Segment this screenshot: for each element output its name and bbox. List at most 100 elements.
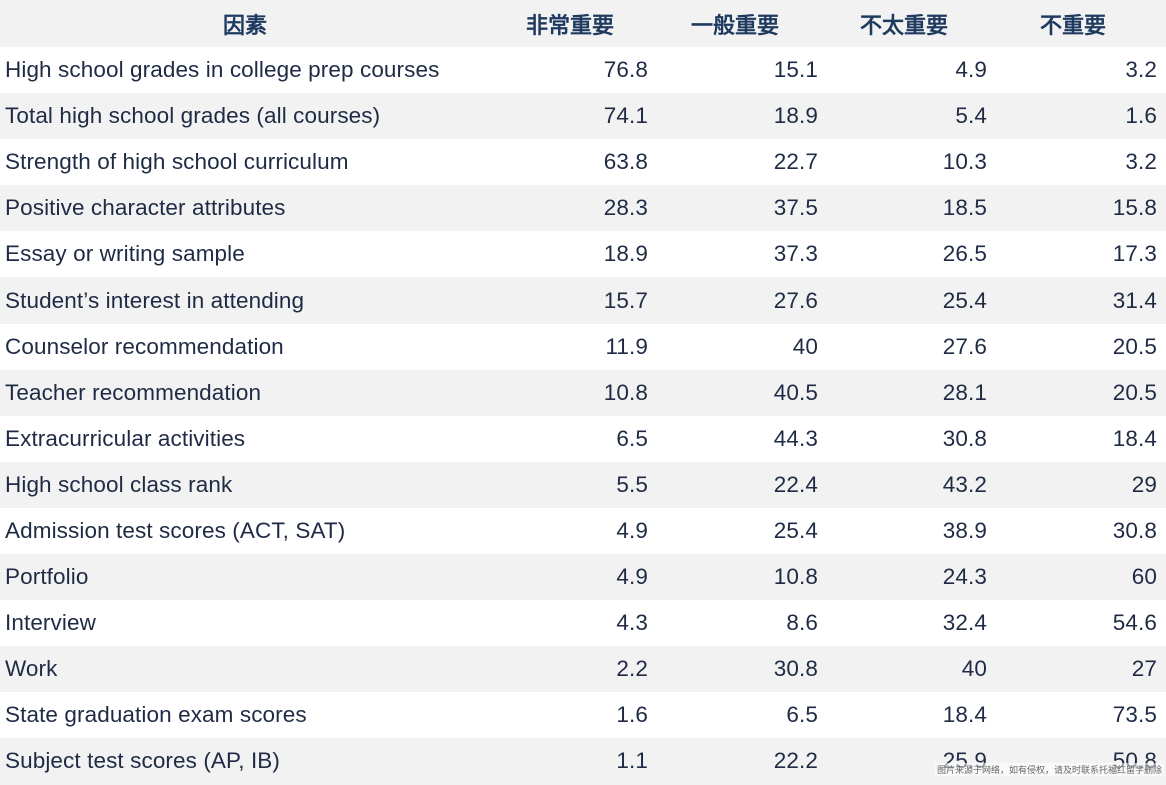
- very-important-cell: 4.3: [616, 610, 648, 636]
- very-important-cell: 28.3: [603, 195, 648, 221]
- somewhat-important-cell: 44.3: [773, 425, 818, 451]
- factor-cell: Portfolio: [5, 564, 89, 590]
- factor-cell: Admission test scores (ACT, SAT): [5, 517, 346, 543]
- factor-cell: Extracurricular activities: [5, 425, 246, 451]
- table-row: Extracurricular activities 6.5 44.3 30.8 18.…: [0, 415, 1166, 462]
- very-important-cell: 74.1: [603, 103, 648, 129]
- factor-cell: Interview: [5, 610, 96, 636]
- slightly-important-cell: 40: [961, 656, 987, 682]
- table-row: Teacher recommendation 10.8 40.5 28.1 20.5: [0, 369, 1166, 416]
- not-important-cell: 54.6: [1112, 610, 1157, 636]
- slightly-important-cell: 27.6: [942, 333, 987, 359]
- not-important-cell: 20.5: [1112, 333, 1157, 359]
- not-important-cell: 3.2: [1125, 149, 1157, 175]
- header-somewhat-important: 一般重要: [690, 13, 779, 39]
- slightly-important-cell: 25.4: [942, 287, 987, 313]
- somewhat-important-cell: 22.2: [773, 748, 818, 774]
- somewhat-important-cell: 15.1: [773, 57, 818, 83]
- not-important-cell: 30.8: [1112, 517, 1157, 543]
- table-row: High school class rank 5.5 22.4 43.2 29: [0, 461, 1166, 508]
- slightly-important-cell: 30.8: [942, 425, 987, 451]
- table-row: Admission test scores (ACT, SAT) 4.9 25.4 3…: [0, 507, 1166, 555]
- slightly-important-cell: 24.3: [942, 564, 987, 590]
- factor-cell: Essay or writing sample: [5, 241, 245, 267]
- somewhat-important-cell: 6.5: [786, 702, 818, 728]
- somewhat-important-cell: 22.7: [773, 149, 818, 175]
- table-row: Interview 4.3 8.6 32.4 54.6: [0, 600, 1166, 647]
- factor-cell: Total high school grades (all courses): [5, 103, 381, 129]
- very-important-cell: 10.8: [603, 379, 648, 405]
- slightly-important-cell: 5.4: [955, 103, 987, 129]
- very-important-cell: 15.7: [603, 287, 648, 313]
- somewhat-important-cell: 18.9: [773, 103, 818, 129]
- very-important-cell: 1.6: [616, 702, 648, 728]
- table-row: State graduation exam scores 1.6 6.5 18.4 73…: [0, 692, 1166, 739]
- somewhat-important-cell: 27.6: [773, 287, 818, 313]
- slightly-important-cell: 32.4: [942, 610, 987, 636]
- very-important-cell: 11.9: [605, 333, 648, 359]
- slightly-important-cell: 18.5: [942, 195, 987, 221]
- very-important-cell: 18.9: [603, 241, 648, 267]
- not-important-cell: 15.8: [1112, 195, 1157, 221]
- somewhat-important-cell: 22.4: [773, 471, 818, 497]
- very-important-cell: 6.5: [616, 425, 648, 451]
- somewhat-important-cell: 25.4: [773, 517, 818, 543]
- somewhat-important-cell: 10.8: [773, 564, 818, 590]
- header-slightly-important: 不太重要: [859, 13, 948, 39]
- slightly-important-cell: 28.1: [942, 379, 987, 405]
- table-row: Work 2.2 30.8 40 27: [0, 646, 1166, 693]
- factor-cell: Positive character attributes: [5, 195, 286, 221]
- very-important-cell: 63.8: [603, 149, 648, 175]
- header-not-important: 不重要: [1039, 13, 1106, 39]
- not-important-cell: 20.5: [1112, 379, 1157, 405]
- slightly-important-cell: 10.3: [942, 149, 987, 175]
- not-important-cell: 31.4: [1112, 287, 1157, 313]
- table-body: High school grades in college prep cours…: [0, 47, 1166, 785]
- somewhat-important-cell: 40: [792, 333, 818, 359]
- very-important-cell: 5.5: [616, 471, 648, 497]
- slightly-important-cell: 18.4: [942, 702, 987, 728]
- not-important-cell: 29: [1131, 471, 1157, 497]
- watermark-text: 图片来源于网络，如有侵权，请及时联系托福红留学删除: [934, 763, 1164, 776]
- slightly-important-cell: 26.5: [942, 241, 987, 267]
- somewhat-important-cell: 40.5: [773, 379, 818, 405]
- table-row: Portfolio 4.9 10.8 24.3 60: [0, 554, 1166, 601]
- slightly-important-cell: 43.2: [942, 471, 987, 497]
- table-row: Essay or writing sample 18.9 37.3 26.5 17.3: [0, 231, 1166, 278]
- table-row: Total high school grades (all courses) 74…: [0, 93, 1166, 140]
- table-row: Student’s interest in attending 15.7 27.6 2…: [0, 277, 1166, 324]
- factor-cell: State graduation exam scores: [5, 702, 307, 728]
- somewhat-important-cell: 37.5: [773, 195, 818, 221]
- factor-cell: High school grades in college prep cours…: [5, 57, 440, 83]
- table-row: Subject test scores (AP, IB) 1.1 22.2 25.9 5…: [0, 738, 1166, 785]
- somewhat-important-cell: 37.3: [773, 241, 818, 267]
- not-important-cell: 18.4: [1112, 425, 1157, 451]
- not-important-cell: 27: [1131, 656, 1157, 682]
- table-row: Positive character attributes 28.3 37.5 18.…: [0, 185, 1166, 232]
- not-important-cell: 73.5: [1112, 702, 1157, 728]
- very-important-cell: 2.2: [616, 656, 648, 682]
- somewhat-important-cell: 30.8: [773, 656, 818, 682]
- table-row: High school grades in college prep cours…: [0, 47, 1166, 94]
- factor-cell: Counselor recommendation: [5, 333, 284, 359]
- factor-cell: Student’s interest in attending: [5, 287, 305, 313]
- table-header-row: 因素 非常重要 一般重要 不太重要 不重要: [0, 0, 1166, 47]
- table-row: Counselor recommendation 11.9 40 27.6 20.5: [0, 323, 1166, 370]
- very-important-cell: 1.1: [616, 748, 648, 774]
- very-important-cell: 76.8: [603, 57, 648, 83]
- header-factor: 因素: [222, 13, 267, 39]
- header-very-important: 非常重要: [525, 13, 614, 39]
- factor-cell: Teacher recommendation: [5, 379, 262, 405]
- factor-cell: Subject test scores (AP, IB): [5, 748, 280, 774]
- somewhat-important-cell: 8.6: [786, 610, 818, 636]
- factor-cell: High school class rank: [5, 471, 233, 497]
- not-important-cell: 17.3: [1112, 241, 1157, 267]
- table-row: Strength of high school curriculum 63.8 22…: [0, 139, 1166, 186]
- not-important-cell: 60: [1131, 564, 1157, 590]
- factor-cell: Work: [5, 656, 58, 682]
- very-important-cell: 4.9: [616, 517, 648, 543]
- very-important-cell: 4.9: [616, 564, 648, 590]
- slightly-important-cell: 4.9: [955, 57, 987, 83]
- not-important-cell: 1.6: [1125, 103, 1157, 129]
